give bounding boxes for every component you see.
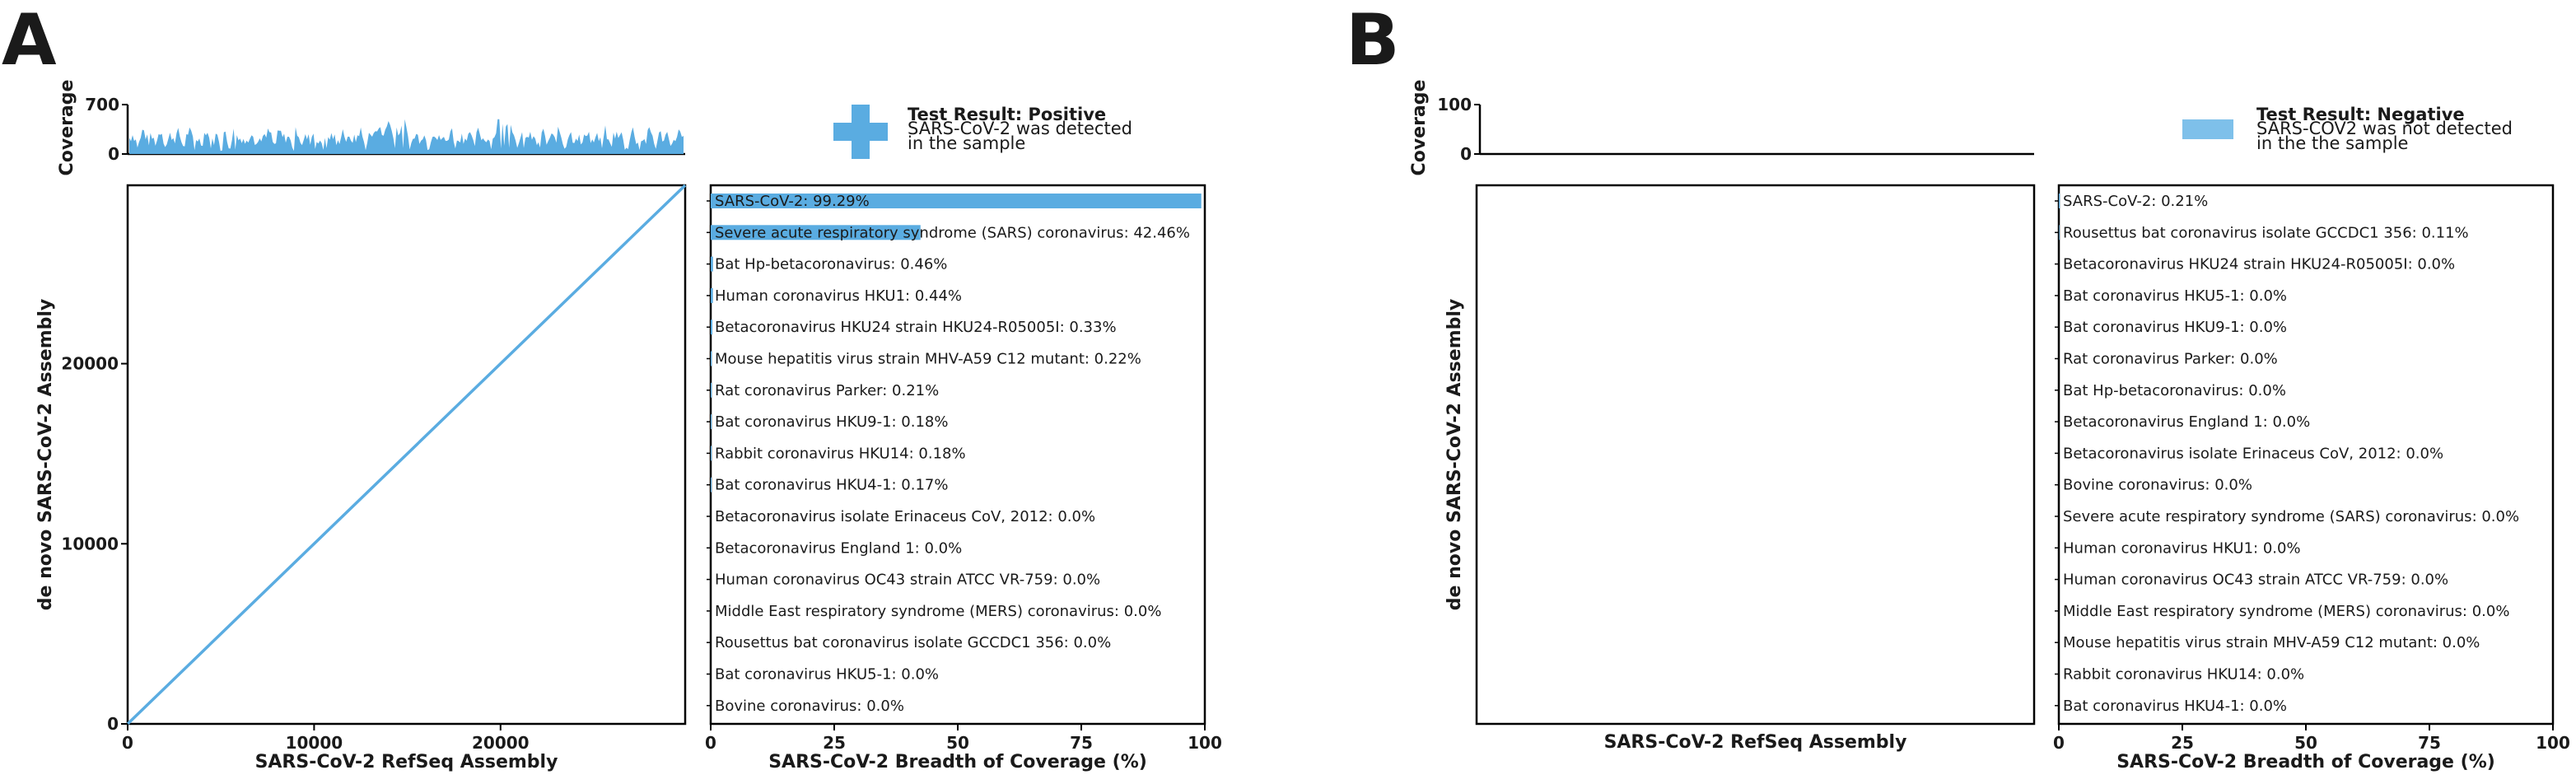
breadth-xlabel: SARS-CoV-2 Breadth of Coverage (%) — [2116, 752, 2495, 772]
breadth-bar-label: Betacoronavirus isolate Erinaceus CoV, 2… — [715, 508, 1095, 525]
breadth-xtick-label: 50 — [946, 733, 969, 753]
breadth-bar-label: Bat coronavirus HKU5-1: 0.0% — [2063, 287, 2287, 305]
breadth-bar-label: Severe acute respiratory syndrome (SARS)… — [2063, 508, 2519, 525]
breadth-bar-label: Betacoronavirus England 1: 0.0% — [2063, 413, 2310, 431]
coverage-area — [129, 119, 684, 154]
breadth-bar-label: Rabbit coronavirus HKU14: 0.18% — [715, 445, 966, 462]
breadth-bar-label: Bat coronavirus HKU9-1: 0.18% — [715, 413, 948, 431]
breadth-xtick-label: 25 — [823, 733, 846, 753]
alignment-line — [126, 184, 687, 726]
breadth-bar-label: Rousettus bat coronavirus isolate GCCDC1… — [2063, 224, 2469, 241]
breadth-xtick-label: 0 — [705, 733, 716, 753]
alignment-ytick-label: 0 — [107, 714, 119, 734]
legend-line: SARS-CoV-2 was detected — [908, 119, 1132, 138]
breadth-bar — [711, 256, 713, 272]
breadth-bar-label: Betacoronavirus isolate Erinaceus CoV, 2… — [2063, 445, 2443, 462]
breadth-bar-label: Middle East respiratory syndrome (MERS) … — [715, 603, 1161, 620]
breadth-bar — [711, 446, 712, 461]
breadth-bar-label: Bat Hp-betacoronavirus: 0.46% — [715, 256, 947, 273]
panel-letter: A — [2, 0, 57, 82]
breadth-bar-label: Human coronavirus OC43 strain ATCC VR-75… — [2063, 572, 2448, 589]
legend-line: in the the sample — [2256, 133, 2408, 153]
breadth-bar-label: Human coronavirus OC43 strain ATCC VR-75… — [715, 572, 1100, 589]
breadth-bar — [711, 351, 712, 366]
coverage-plot: 100 0 Coverage — [1409, 80, 2034, 176]
breadth-bar-label: Bat coronavirus HKU5-1: 0.0% — [715, 666, 939, 684]
breadth-bar — [711, 287, 713, 303]
breadth-bar — [711, 477, 712, 492]
rectangle-icon — [2182, 119, 2233, 139]
alignment-frame — [126, 184, 687, 726]
breadth-bar-label: Betacoronavirus HKU24 strain HKU24-R0500… — [2063, 256, 2455, 273]
breadth-bar — [711, 414, 712, 430]
alignment-plot: SARS-CoV-2 RefSeq Assembly de novo SARS-C… — [1444, 184, 2036, 753]
breadth-xtick-label: 75 — [2418, 733, 2441, 753]
breadth-chart: SARS-CoV-2: 0.21% Rousettus bat coronavir… — [2053, 184, 2570, 772]
alignment-xlabel: SARS-CoV-2 RefSeq Assembly — [255, 752, 558, 772]
breadth-bar-label: Rabbit coronavirus HKU14: 0.0% — [2063, 666, 2304, 684]
alignment-xtick-label: 20000 — [472, 733, 530, 753]
plus-icon — [833, 105, 888, 159]
breadth-xtick-label: 75 — [1070, 733, 1093, 753]
breadth-bar-label: Bovine coronavirus: 0.0% — [715, 698, 904, 715]
alignment-xlabel: SARS-CoV-2 RefSeq Assembly — [1604, 732, 1907, 753]
breadth-bar-label: Bat coronavirus HKU4-1: 0.17% — [715, 477, 948, 494]
breadth-bar — [711, 225, 921, 240]
breadth-bar-label: Middle East respiratory syndrome (MERS) … — [2063, 603, 2509, 620]
alignment-ylabel: de novo SARS-CoV-2 Assembly — [1444, 299, 1465, 610]
breadth-bar-label: Mouse hepatitis virus strain MHV-A59 C12… — [715, 351, 1141, 368]
coverage-ylabel: Coverage — [1409, 80, 1430, 176]
breadth-bar-label: SARS-CoV-2: 0.21% — [2063, 193, 2208, 210]
breadth-bar-label: Rat coronavirus Parker: 0.21% — [715, 382, 939, 399]
breadth-xtick-label: 0 — [2053, 733, 2065, 753]
breadth-xtick-label: 100 — [2536, 733, 2570, 753]
alignment-ytick-label: 20000 — [61, 354, 119, 374]
breadth-bar-label: Rousettus bat coronavirus isolate GCCDC1… — [715, 634, 1111, 651]
breadth-bar — [2059, 225, 2060, 240]
legend-line: SARS-COV2 was not detected — [2256, 119, 2513, 138]
breadth-bar-label: SARS-CoV-2: 99.29% — [715, 193, 870, 210]
alignment-xtick-label: 0 — [122, 733, 133, 753]
breadth-bar-label: Rat coronavirus Parker: 0.0% — [2063, 351, 2278, 368]
alignment-xtick-label: 10000 — [286, 733, 343, 753]
coverage-ytick-label: 700 — [85, 95, 119, 114]
breadth-bar-label: Bat Hp-betacoronavirus: 0.0% — [2063, 382, 2286, 399]
breadth-bar — [2059, 194, 2060, 208]
breadth-bar-label: Betacoronavirus HKU24 strain HKU24-R0500… — [715, 319, 1117, 336]
breadth-bar-label: Human coronavirus HKU1: 0.44% — [715, 287, 962, 305]
alignment-ylabel: de novo SARS-CoV-2 Assembly — [35, 299, 56, 610]
alignment-frame — [1475, 184, 2036, 726]
breadth-bar-label: Bat coronavirus HKU9-1: 0.0% — [2063, 319, 2287, 336]
breadth-bar — [711, 320, 712, 335]
coverage-ytick-label: 100 — [1437, 95, 1472, 114]
breadth-bar-label: Severe acute respiratory syndrome (SARS)… — [715, 224, 1190, 241]
coverage-ytick-label: 0 — [1460, 144, 1472, 164]
breadth-bar — [711, 382, 712, 398]
panel-letter: B — [1346, 0, 1400, 82]
legend-title: Test Result: Negative — [2256, 105, 2465, 124]
breadth-bar-label: Bat coronavirus HKU4-1: 0.0% — [2063, 698, 2287, 715]
legend-title: Test Result: Positive — [908, 105, 1106, 124]
breadth-bar — [711, 194, 1202, 208]
breadth-bar-label: Bovine coronavirus: 0.0% — [2063, 477, 2252, 494]
coverage-ylabel: Coverage — [57, 80, 77, 176]
alignment-ytick-label: 10000 — [61, 534, 119, 553]
coverage-ytick-label: 0 — [108, 144, 119, 164]
breadth-chart: SARS-CoV-2: 99.29% Severe acute respirato… — [705, 184, 1222, 772]
breadth-xtick-label: 25 — [2171, 733, 2194, 753]
breadth-xlabel: SARS-CoV-2 Breadth of Coverage (%) — [768, 752, 1147, 772]
breadth-bar-label: Mouse hepatitis virus strain MHV-A59 C12… — [2063, 634, 2480, 651]
breadth-xtick-label: 50 — [2294, 733, 2317, 753]
legend-line: in the sample — [908, 133, 1025, 153]
breadth-bar-label: Human coronavirus HKU1: 0.0% — [2063, 539, 2301, 557]
breadth-xtick-label: 100 — [1188, 733, 1222, 753]
breadth-bar-label: Betacoronavirus England 1: 0.0% — [715, 539, 962, 557]
coverage-plot: 700 0 Coverage — [57, 80, 685, 176]
